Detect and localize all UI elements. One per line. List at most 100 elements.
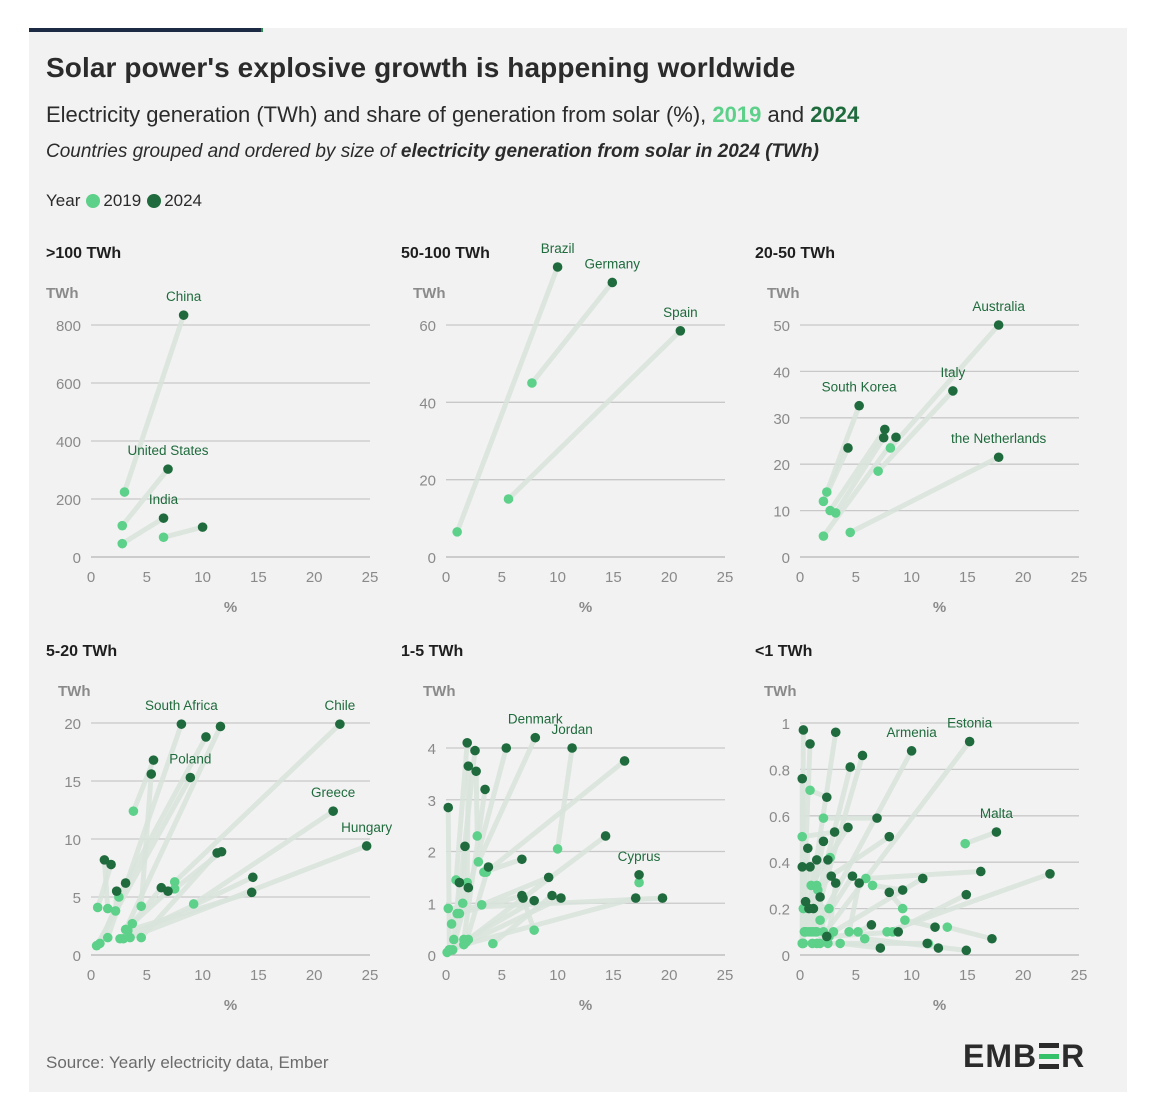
series-link: [172, 721, 343, 885]
country-label: South Korea: [822, 380, 898, 395]
x-tick-label: 5: [143, 569, 151, 586]
point-2019: [821, 487, 832, 497]
y-tick-label: 0.4: [769, 855, 790, 872]
y-tick-label: 0: [782, 550, 790, 567]
y-tick-label: 15: [64, 774, 81, 791]
point-2019: [118, 933, 129, 944]
point-2024: [454, 877, 465, 888]
point-2024: [634, 869, 644, 880]
note-bold: electricity generation from solar in 202…: [400, 141, 819, 162]
point-2019: [117, 520, 128, 531]
subtitle-year-2019: 2019: [712, 102, 762, 127]
point-2024: [854, 878, 864, 888]
point-2024: [675, 326, 686, 336]
point-2024: [443, 802, 454, 813]
point-2024: [530, 732, 541, 743]
x-tick-label: 0: [796, 967, 804, 984]
point-2019: [634, 877, 644, 888]
point-2024: [216, 846, 227, 857]
series-link: [121, 312, 187, 495]
point-2024: [215, 721, 226, 732]
series-link: [95, 862, 114, 910]
country-label: Hungary: [341, 820, 392, 835]
point-2024: [975, 866, 986, 877]
point-2019: [867, 880, 878, 891]
point-2024: [961, 945, 972, 956]
x-tick-label: 0: [442, 967, 450, 984]
x-tick-label: 15: [959, 569, 976, 586]
country-label: the Netherlands: [951, 431, 1047, 446]
point-2024: [893, 927, 904, 937]
series-link: [870, 882, 906, 893]
x-tick-label: 20: [1015, 569, 1032, 586]
series-link: [473, 768, 480, 839]
point-2024: [830, 727, 841, 738]
point-2024: [480, 784, 490, 795]
y-tick-label: 0: [428, 948, 436, 965]
point-2024: [158, 513, 169, 523]
y-tick-label: 0: [73, 948, 81, 965]
country-label: Poland: [169, 752, 211, 767]
ember-logo: EMB R: [963, 1038, 1085, 1075]
country-label: Cyprus: [618, 849, 661, 864]
country-label: Germany: [585, 256, 641, 271]
x-tick-label: 20: [661, 569, 678, 586]
chart-panel-1: >100 TWh TWh% 0 200 400 600 800 0 5 10 15 20 25 China…: [46, 245, 378, 616]
point-2024: [185, 772, 196, 783]
series-link: [902, 917, 938, 930]
y-tick-label: 30: [773, 411, 790, 428]
y-tick-label: 60: [419, 318, 436, 335]
point-2024: [854, 400, 864, 411]
point-2024: [201, 732, 211, 742]
x-tick-label: 5: [498, 967, 506, 984]
subtitle-text: Electricity generation (TWh) and share o…: [46, 102, 713, 127]
point-2024: [798, 725, 809, 735]
series-link: [454, 264, 561, 535]
point-2024: [463, 882, 474, 893]
x-tick-label: 20: [1015, 967, 1032, 984]
y-tick-label: 0.8: [769, 762, 790, 779]
point-2024: [556, 893, 566, 903]
x-tick-label: 10: [549, 569, 566, 586]
point-2024: [543, 872, 554, 883]
point-2024: [619, 756, 630, 766]
point-2024: [884, 887, 895, 898]
country-label: Brazil: [541, 241, 575, 256]
point-2019: [136, 932, 147, 943]
point-2024: [146, 769, 157, 779]
logo-text-right: R: [1061, 1038, 1086, 1074]
point-2019: [102, 932, 113, 943]
panel-title: 20-50 TWh: [755, 245, 835, 262]
y-tick-label: 20: [419, 473, 436, 490]
source-note: Source: Yearly electricity data, Ember: [46, 1053, 329, 1072]
point-2024: [657, 893, 668, 903]
country-label: Greece: [311, 785, 355, 800]
series-link: [445, 805, 452, 953]
point-2019: [123, 925, 133, 936]
point-2024: [797, 862, 808, 872]
panel-title: <1 TWh: [755, 643, 812, 660]
x-tick-label: 25: [717, 967, 734, 984]
series-link: [814, 739, 973, 946]
x-axis-label: %: [933, 599, 946, 616]
series-link: [846, 880, 862, 935]
point-2024: [991, 827, 1002, 837]
point-2024: [845, 762, 856, 772]
point-2024: [993, 452, 1004, 463]
point-2024: [99, 855, 110, 865]
point-2024: [178, 310, 189, 320]
chart-panel-2: 50-100 TWh TWh% 0 20 40 60 0 5 10 15 20 25 Brazil Ger…: [401, 241, 733, 616]
point-2019: [92, 902, 103, 913]
country-label: Australia: [972, 299, 1025, 314]
series-link: [465, 833, 609, 942]
point-2019: [443, 903, 454, 914]
legend-dot-2019-icon: [86, 194, 101, 208]
point-2024: [470, 745, 480, 756]
point-2024: [811, 855, 822, 865]
point-2024: [823, 855, 833, 865]
point-2019: [859, 933, 870, 944]
y-tick-label: 2: [428, 845, 436, 862]
point-2019: [128, 806, 139, 816]
point-2024: [872, 813, 882, 823]
point-2019: [110, 906, 121, 916]
